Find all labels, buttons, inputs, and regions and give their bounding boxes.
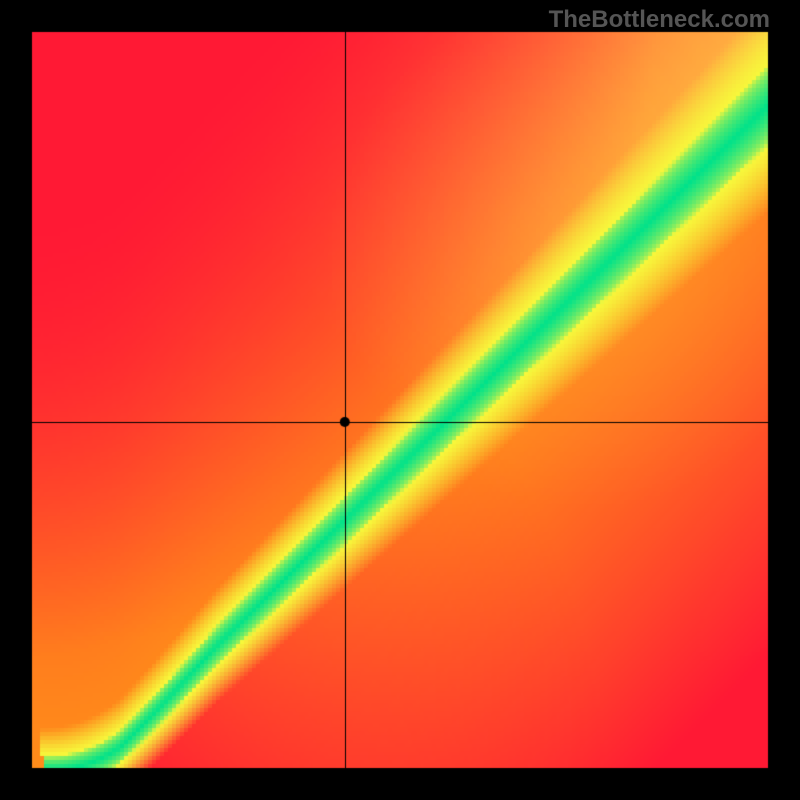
watermark-text: TheBottleneck.com: [549, 6, 770, 34]
bottleneck-heatmap: [0, 0, 800, 800]
